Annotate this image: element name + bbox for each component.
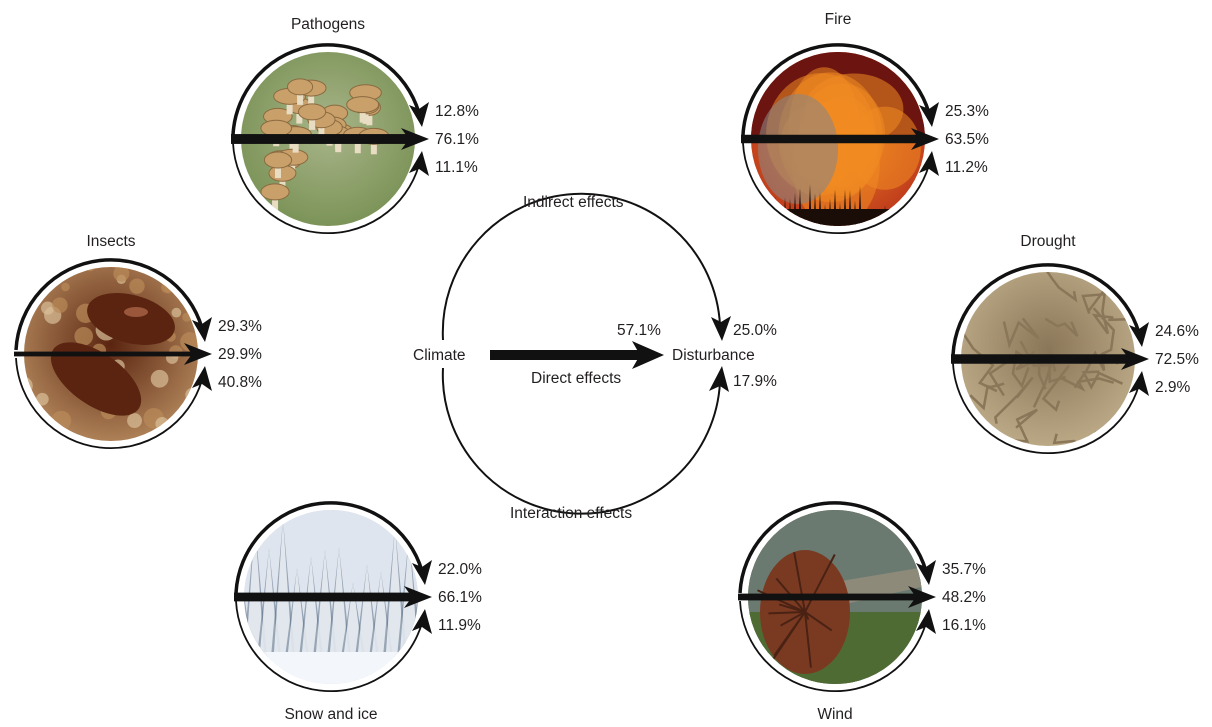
direct-effects-arrow-shaft [490, 350, 640, 360]
agent-wind: Wind 35.7% 48.2% 16.1% [738, 501, 986, 723]
wind-interaction-percent: 16.1% [942, 617, 986, 634]
drought-interaction-percent: 2.9% [1155, 379, 1191, 396]
interaction-arrowhead [709, 366, 729, 392]
insects-interaction-arc [15, 357, 203, 450]
indirect-effects-arc [441, 192, 721, 341]
drought-direct-arrowhead [1121, 348, 1149, 370]
direct-effects-arrowhead [632, 341, 664, 369]
fire-interaction-arc [742, 142, 930, 235]
drought-direct-percent: 72.5% [1155, 351, 1199, 368]
indirect-percent: 25.0% [733, 322, 777, 339]
fire-direct-percent: 63.5% [945, 131, 989, 148]
pathogens-interaction-arc [232, 142, 420, 235]
agent-snow: Snow and ice 22.0% 66.1% 11.9% [234, 501, 482, 723]
wind-indirect-percent: 35.7% [942, 561, 986, 578]
fire-indirect-arrowhead [919, 102, 939, 127]
snow-indirect-arrowhead [412, 560, 432, 585]
insects-direct-percent: 29.9% [218, 346, 262, 363]
snow-indirect-arc [234, 501, 424, 594]
drought-interaction-arrowhead [1129, 371, 1149, 396]
agent-drought: Drought 24.6% 72.5% 2.9% [951, 233, 1199, 455]
direct-effects-label: Direct effects [531, 370, 621, 387]
direct-percent: 57.1% [617, 322, 661, 339]
snow-interaction-arc [235, 600, 423, 693]
snow-indirect-percent: 22.0% [438, 561, 482, 578]
drought-direct-arrow [951, 354, 1135, 364]
insects-indirect-arrowhead [192, 317, 212, 342]
insects-title: Insects [86, 233, 135, 250]
disturbance-label: Disturbance [672, 347, 755, 364]
snow-direct-arrow [234, 592, 418, 602]
pathogens-indirect-percent: 12.8% [435, 103, 479, 120]
drought-indirect-arrowhead [1129, 322, 1149, 347]
fire-title: Fire [825, 11, 852, 28]
fire-direct-arrow [741, 134, 925, 144]
wind-interaction-arrowhead [916, 609, 936, 634]
pathogens-direct-arrow [231, 134, 415, 144]
interaction-effects-label: Interaction effects [510, 505, 632, 522]
drought-title: Drought [1020, 233, 1076, 250]
drought-indirect-arc [951, 263, 1141, 356]
climate-label: Climate [413, 347, 466, 364]
interaction-percent: 17.9% [733, 373, 777, 390]
fire-direct-arrowhead [911, 128, 939, 150]
snow-direct-arrowhead [404, 586, 432, 608]
pathogens-direct-percent: 76.1% [435, 131, 479, 148]
central-concept: Climate Disturbance Indirect effects Dir… [413, 192, 777, 522]
snow-interaction-percent: 11.9% [438, 617, 481, 634]
pathogens-direct-arrowhead [401, 128, 429, 150]
snow-interaction-arrowhead [412, 609, 432, 634]
snow-direct-percent: 66.1% [438, 589, 482, 606]
fire-indirect-percent: 25.3% [945, 103, 989, 120]
disturbance-agents: Pathogens 12.8% 76.1% 11.1% Fire 25.3% 63.5% 11… [14, 11, 1199, 723]
insects-indirect-percent: 29.3% [218, 318, 262, 335]
wind-direct-percent: 48.2% [942, 589, 986, 606]
wind-title: Wind [817, 706, 852, 723]
fire-interaction-arrowhead [919, 151, 939, 176]
agent-pathogens: Pathogens 12.8% 76.1% 11.1% [231, 16, 479, 235]
pathogens-title: Pathogens [291, 16, 365, 33]
insects-indirect-arc [14, 258, 204, 351]
wind-direct-arrow [738, 593, 922, 601]
snow-title: Snow and ice [284, 706, 377, 723]
pathogens-indirect-arc [231, 43, 421, 136]
pathogens-interaction-arrowhead [409, 151, 429, 176]
fire-interaction-percent: 11.2% [945, 159, 988, 176]
insects-interaction-percent: 40.8% [218, 374, 262, 391]
pathogens-indirect-arrowhead [409, 102, 429, 127]
interaction-effects-arc [441, 367, 721, 515]
agent-insects: Insects 29.3% 29.9% 40.8% [14, 233, 262, 450]
drought-interaction-arc [952, 362, 1140, 455]
indirect-arrowhead [711, 316, 731, 341]
drought-indirect-percent: 24.6% [1155, 323, 1199, 340]
fire-indirect-arc [741, 43, 931, 136]
pathogens-interaction-percent: 11.1% [435, 159, 478, 176]
agent-fire: Fire 25.3% 63.5% 11.2% [741, 11, 989, 235]
wind-direct-arrowhead [908, 586, 936, 608]
insects-direct-arrow [14, 351, 198, 357]
indirect-effects-label: Indirect effects [523, 194, 624, 211]
insects-direct-arrowhead [184, 343, 212, 365]
wind-interaction-arc [739, 600, 927, 693]
wind-indirect-arc [738, 501, 928, 594]
wind-indirect-arrowhead [916, 560, 936, 585]
insects-interaction-arrowhead [192, 366, 212, 391]
